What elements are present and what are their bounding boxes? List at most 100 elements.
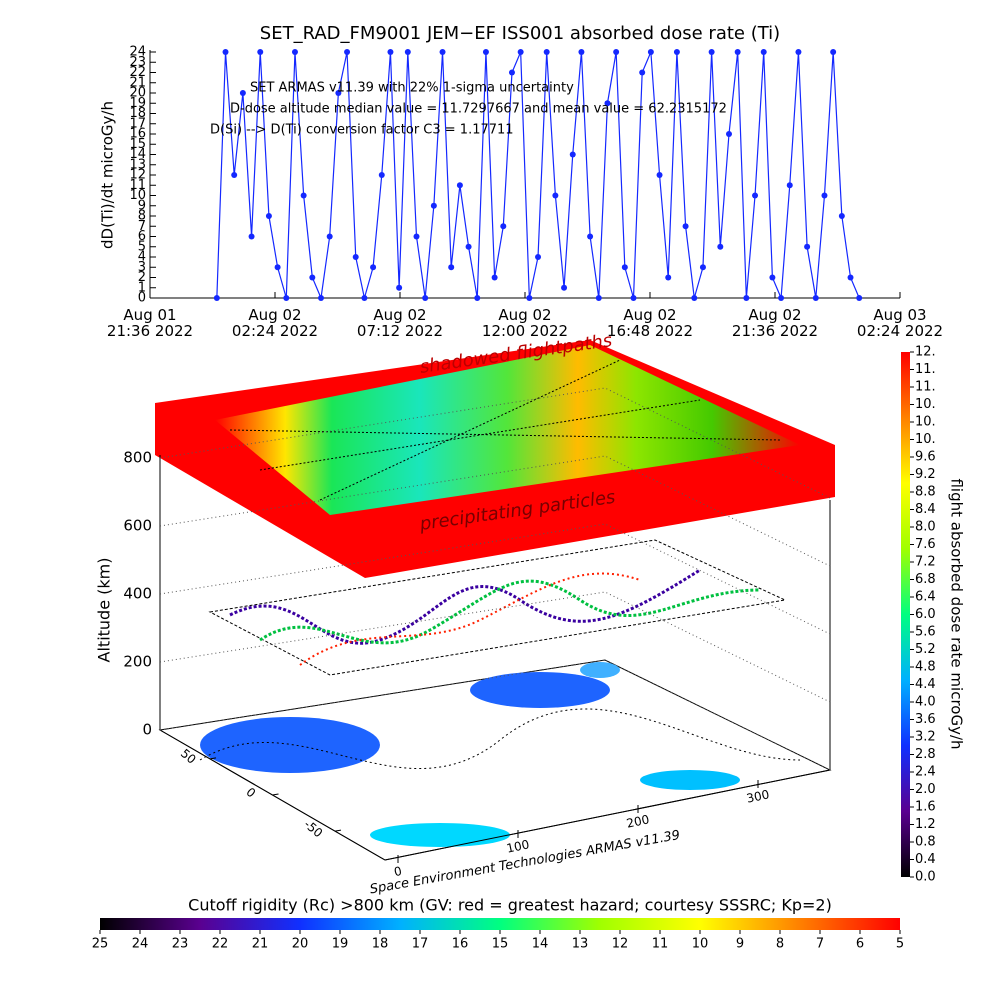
data-point xyxy=(665,274,672,281)
y-tick-label: 20 xyxy=(129,86,146,101)
data-point xyxy=(491,274,498,281)
data-point xyxy=(752,192,759,199)
tick-label: 0.0 xyxy=(915,870,936,885)
data-point xyxy=(812,295,819,301)
tick-label: 9.6 xyxy=(915,450,936,465)
data-point xyxy=(526,295,533,301)
data-point xyxy=(370,264,377,271)
y-tick xyxy=(334,829,342,832)
y-tick-label: 5 xyxy=(138,239,146,254)
data-point xyxy=(708,49,715,55)
tick-label: 4.8 xyxy=(915,660,936,675)
x-tick-label: 200 xyxy=(625,812,650,830)
data-point xyxy=(830,49,837,55)
x-tick-label: Aug 03 02:24 2022 xyxy=(856,306,944,340)
data-point xyxy=(291,49,298,55)
data-point xyxy=(213,295,220,301)
land xyxy=(200,717,380,773)
tick-label: 0.4 xyxy=(915,852,936,867)
x-tick-label: Aug 02 07:12 2022 xyxy=(356,306,444,340)
track xyxy=(199,708,801,769)
tick-label: 3.2 xyxy=(915,730,936,745)
y-tick-label: 22 xyxy=(129,65,146,80)
annotation: SET ARMAS v11.39 with 22% 1-sigma uncert… xyxy=(250,81,574,96)
y-tick xyxy=(209,757,217,760)
data-point xyxy=(682,223,689,230)
scene-3d xyxy=(155,340,835,861)
y-tick-label: 6 xyxy=(138,229,146,244)
data-point xyxy=(422,295,429,301)
tick-label: 10. xyxy=(915,415,936,430)
tick-label: 5.2 xyxy=(915,642,936,657)
data-point xyxy=(309,274,316,281)
data-point xyxy=(387,49,394,55)
y-tick-label: 11 xyxy=(129,178,146,193)
tick-label: 4.0 xyxy=(915,695,936,710)
track xyxy=(259,579,761,645)
colorbar xyxy=(901,352,910,877)
y-tick-label: 4 xyxy=(138,250,146,265)
y-tick-label: 15 xyxy=(129,137,146,152)
data-point xyxy=(448,264,455,271)
y-tick-label: 12 xyxy=(129,168,146,183)
data-point xyxy=(639,69,646,76)
tick-label: 6.4 xyxy=(915,590,936,605)
data-point xyxy=(621,264,628,271)
axis xyxy=(384,769,831,861)
tick-label: 5 xyxy=(896,937,904,952)
tick-label: 10 xyxy=(692,937,709,952)
data-point xyxy=(283,295,290,301)
tick-label: 9 xyxy=(736,937,744,952)
y-tick-label: 21 xyxy=(129,75,146,90)
y-tick xyxy=(272,793,279,796)
tick-label: 7.6 xyxy=(915,537,936,552)
tick-label: 7.2 xyxy=(915,555,936,570)
y-tick-label: 23 xyxy=(129,55,146,70)
colorbar-label: flight absorbed dose rate microGy/h xyxy=(948,478,966,749)
y-tick-label: 7 xyxy=(138,219,146,234)
tick-label: 16 xyxy=(452,937,469,952)
y-tick-label: 1 xyxy=(138,280,146,295)
z-axis-label: Altitude (km) xyxy=(95,558,114,663)
z-tick-label: 600 xyxy=(123,517,152,535)
tick-label: 12. xyxy=(915,345,936,360)
track xyxy=(229,359,781,501)
data-point xyxy=(300,192,307,199)
data-point xyxy=(465,243,472,250)
data-point xyxy=(265,213,272,219)
data-point xyxy=(543,49,550,55)
tick-label: 8.4 xyxy=(915,502,936,517)
data-point xyxy=(500,223,507,230)
data-point xyxy=(239,90,246,96)
tick-label: 21 xyxy=(252,937,269,952)
data-point xyxy=(396,284,403,291)
data-point xyxy=(769,274,776,281)
data-point xyxy=(552,192,559,199)
data-point xyxy=(335,90,342,96)
data-point xyxy=(569,151,576,158)
x-tick-label: Aug 02 02:24 2022 xyxy=(231,306,319,340)
tick-label: 6.8 xyxy=(915,572,936,587)
data-point xyxy=(248,233,255,240)
tick-label: 14 xyxy=(532,937,549,952)
tick-label: 3.6 xyxy=(915,712,936,727)
data-point xyxy=(587,233,594,240)
y-tick-label: 17 xyxy=(129,116,146,131)
tick-label: 20 xyxy=(292,937,309,952)
tick-label: 13 xyxy=(572,937,589,952)
data-point xyxy=(821,192,828,199)
tick-label: 6.0 xyxy=(915,607,936,622)
z-tick-label: 800 xyxy=(123,449,152,467)
data-point xyxy=(352,254,359,260)
tick-label: 12 xyxy=(612,937,629,952)
data-point xyxy=(361,295,368,301)
y-tick-label: 18 xyxy=(129,106,146,121)
data-point xyxy=(274,264,281,271)
x-tick-label: 100 xyxy=(505,837,530,855)
data-point xyxy=(691,295,698,301)
data-point xyxy=(743,295,750,301)
data-point xyxy=(318,295,325,301)
y-tick-label: 14 xyxy=(129,147,146,162)
y-tick-label: 8 xyxy=(138,209,146,224)
tick-label: 11 xyxy=(652,937,669,952)
